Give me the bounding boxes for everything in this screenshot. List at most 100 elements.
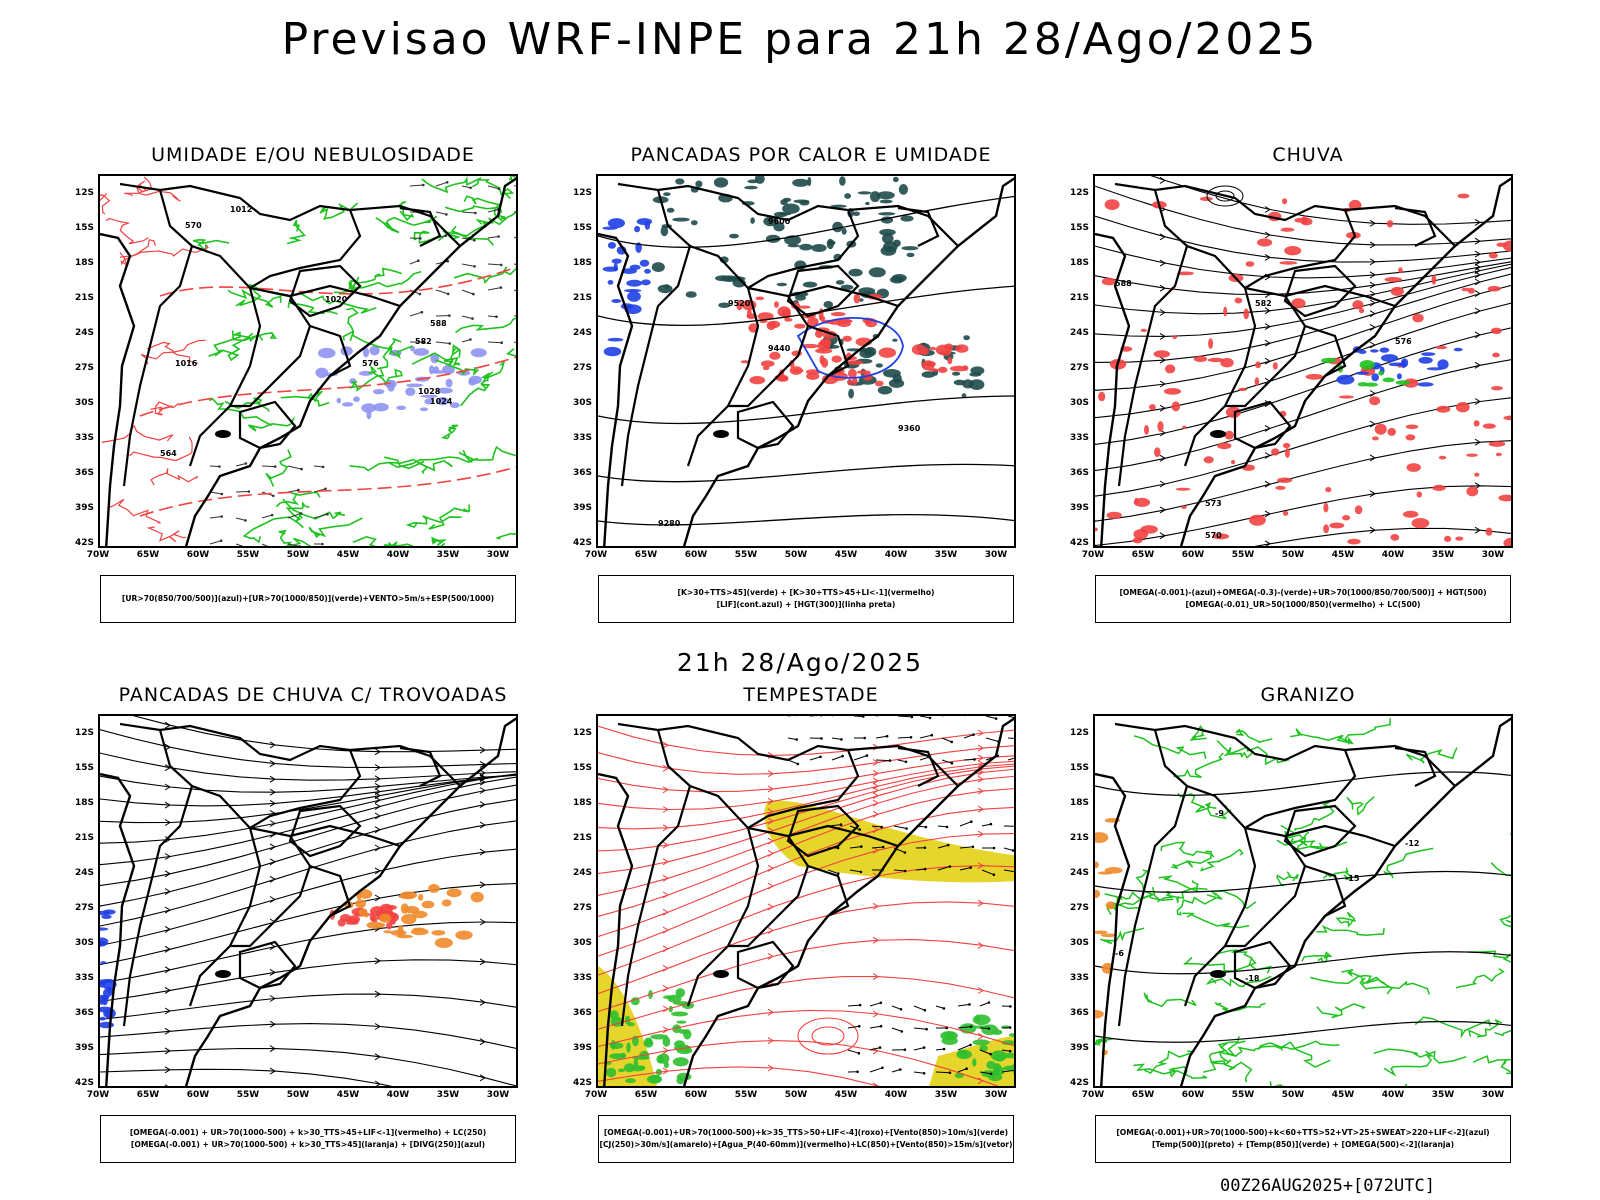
longitude-label: 30W [1481,550,1505,560]
longitude-label: 70W [1081,1090,1105,1100]
lagoa-dos-patos [1210,430,1226,438]
contour-label: 9280 [658,519,681,528]
panel-title: TEMPESTADE [743,684,879,706]
latitude-label: 33S [74,433,94,443]
latitude-label: 33S [74,973,94,983]
contour-label: -15 [1345,874,1360,883]
panel-umidade: UMIDADE E/OU NEBULOSIDADE 12S 15S 18S 21S 24S… [68,144,568,624]
latitude-label: 27S [1069,363,1089,373]
longitude-label: 70W [86,550,110,560]
contour-label: 9440 [768,344,791,353]
latitude-label: 21S [74,293,94,303]
longitude-label: 55W [734,1090,758,1100]
longitude-label: 35W [1431,550,1455,560]
latitude-label: 39S [1069,1043,1089,1053]
contour-label: 9520 [728,299,751,308]
latitude-label: 21S [572,833,592,843]
panel-trovoadas: PANCADAS DE CHUVA C/ TROVOADAS 12S 15S 18S 2… [68,684,568,1164]
map-pancadas_calor: 9600 9520 9440 9360 9280 [596,174,1016,548]
latitude-label: 33S [572,433,592,443]
contour-label: 9600 [768,217,791,226]
contour-label: 1024 [430,397,453,406]
longitude-label: 40W [1381,550,1405,560]
lagoa-dos-patos [1210,970,1226,978]
longitude-label: 35W [934,550,958,560]
longitude-label: 60W [684,1090,708,1100]
map-graphics: 588 582 576 573 570 [1095,176,1511,546]
longitude-label: 45W [336,550,360,560]
map-tempestade [596,714,1016,1088]
latitude-label: 15S [74,223,94,233]
omega-red-rain [1095,193,1511,546]
latitude-label: 21S [572,293,592,303]
longitude-label: 60W [186,550,210,560]
panel-title: PANCADAS POR CALOR E UMIDADE [630,144,992,166]
latitude-label: 12S [74,188,94,198]
contour-label: 570 [1205,531,1222,540]
latitude-label: 24S [1069,868,1089,878]
latitude-label: 42S [572,1078,592,1088]
latitude-label: 12S [74,728,94,738]
longitude-label: 65W [136,1090,160,1100]
longitude-label: 50W [1281,550,1305,560]
lagoa-dos-patos [713,970,729,978]
latitude-label: 27S [572,903,592,913]
longitude-label: 30W [984,1090,1008,1100]
longitude-label: 40W [884,1090,908,1100]
panel-legend: [OMEGA(-0.001)+UR>70(1000-500)+k>35_TTS>… [598,1115,1014,1163]
longitude-label: 55W [1231,1090,1255,1100]
contour-label: -9 [1215,809,1224,818]
panel-legend: [UR>70(850/700/500)](azul)+[UR>70(1000/8… [100,575,516,623]
longitude-label: 45W [1331,1090,1355,1100]
longitude-label: 65W [1131,1090,1155,1100]
latitude-label: 27S [74,903,94,913]
latitude-label: 21S [74,833,94,843]
longitude-label: 40W [1381,1090,1405,1100]
upper-humidity-area [315,345,487,420]
legend-line: [LIF](cont.azul) + [HGT(300)](linha pret… [716,600,896,609]
contour-label: 573 [1205,499,1222,508]
latitude-label: 42S [74,1078,94,1088]
latitude-label: 24S [74,868,94,878]
contour-label: 582 [415,337,432,346]
lagoa-dos-patos [713,430,729,438]
longitude-label: 65W [1131,550,1155,560]
panel-title: UMIDADE E/OU NEBULOSIDADE [151,144,475,166]
latitude-label: 15S [74,763,94,773]
legend-line: [OMEGA(-0.001) + UR>70(1000-500) + k>30_… [130,1140,486,1149]
latitude-label: 30S [1069,938,1089,948]
panel-title: PANCADAS DE CHUVA C/ TROVOADAS [118,684,508,706]
latitude-label: 39S [74,1043,94,1053]
latitude-label: 24S [572,328,592,338]
latitude-label: 36S [572,1008,592,1018]
latitude-label: 42S [1069,538,1089,548]
longitude-label: 45W [834,1090,858,1100]
latitude-label: 42S [1069,1078,1089,1088]
wind-vectors-south [847,1001,1014,1076]
latitude-label: 39S [572,503,592,513]
latitude-label: 18S [1069,798,1089,808]
latitude-label: 15S [1069,763,1089,773]
panel-chuva: CHUVA 12S 15S 18S 21S 24S 27S 30S 33S 36S 39S 42S 70… [1063,144,1563,624]
longitude-label: 55W [1231,550,1255,560]
legend-line: [OMEGA(-0.001)+UR>70(1000-500)+k<60+TTS>… [1116,1128,1490,1137]
contour-label: 9360 [898,424,921,433]
longitude-label: 30W [984,550,1008,560]
longitude-label: 55W [236,1090,260,1100]
divg-blue [100,909,117,1029]
longitude-label: 55W [734,550,758,560]
latitude-label: 24S [74,328,94,338]
panel-legend: [OMEGA(-0.001) + UR>70(1000-500) + k>30_… [100,1115,516,1163]
panel-tempestade: TEMPESTADE 12S 15S 18S 21S 24S 27S 30S 33S 36S 39S… [566,684,1066,1164]
lagoa-dos-patos [215,970,231,978]
longitude-label: 40W [386,550,410,560]
latitude-label: 33S [572,973,592,983]
longitude-label: 65W [634,550,658,560]
longitude-label: 30W [1481,1090,1505,1100]
contour-label: 588 [1115,279,1132,288]
latitude-label: 36S [74,468,94,478]
latitude-label: 33S [1069,973,1089,983]
contour-label: 1012 [230,205,252,214]
latitude-label: 30S [572,398,592,408]
map-umidade: 1012 1020 1024 1016 1028 570 582 588 576 564 [98,174,518,548]
